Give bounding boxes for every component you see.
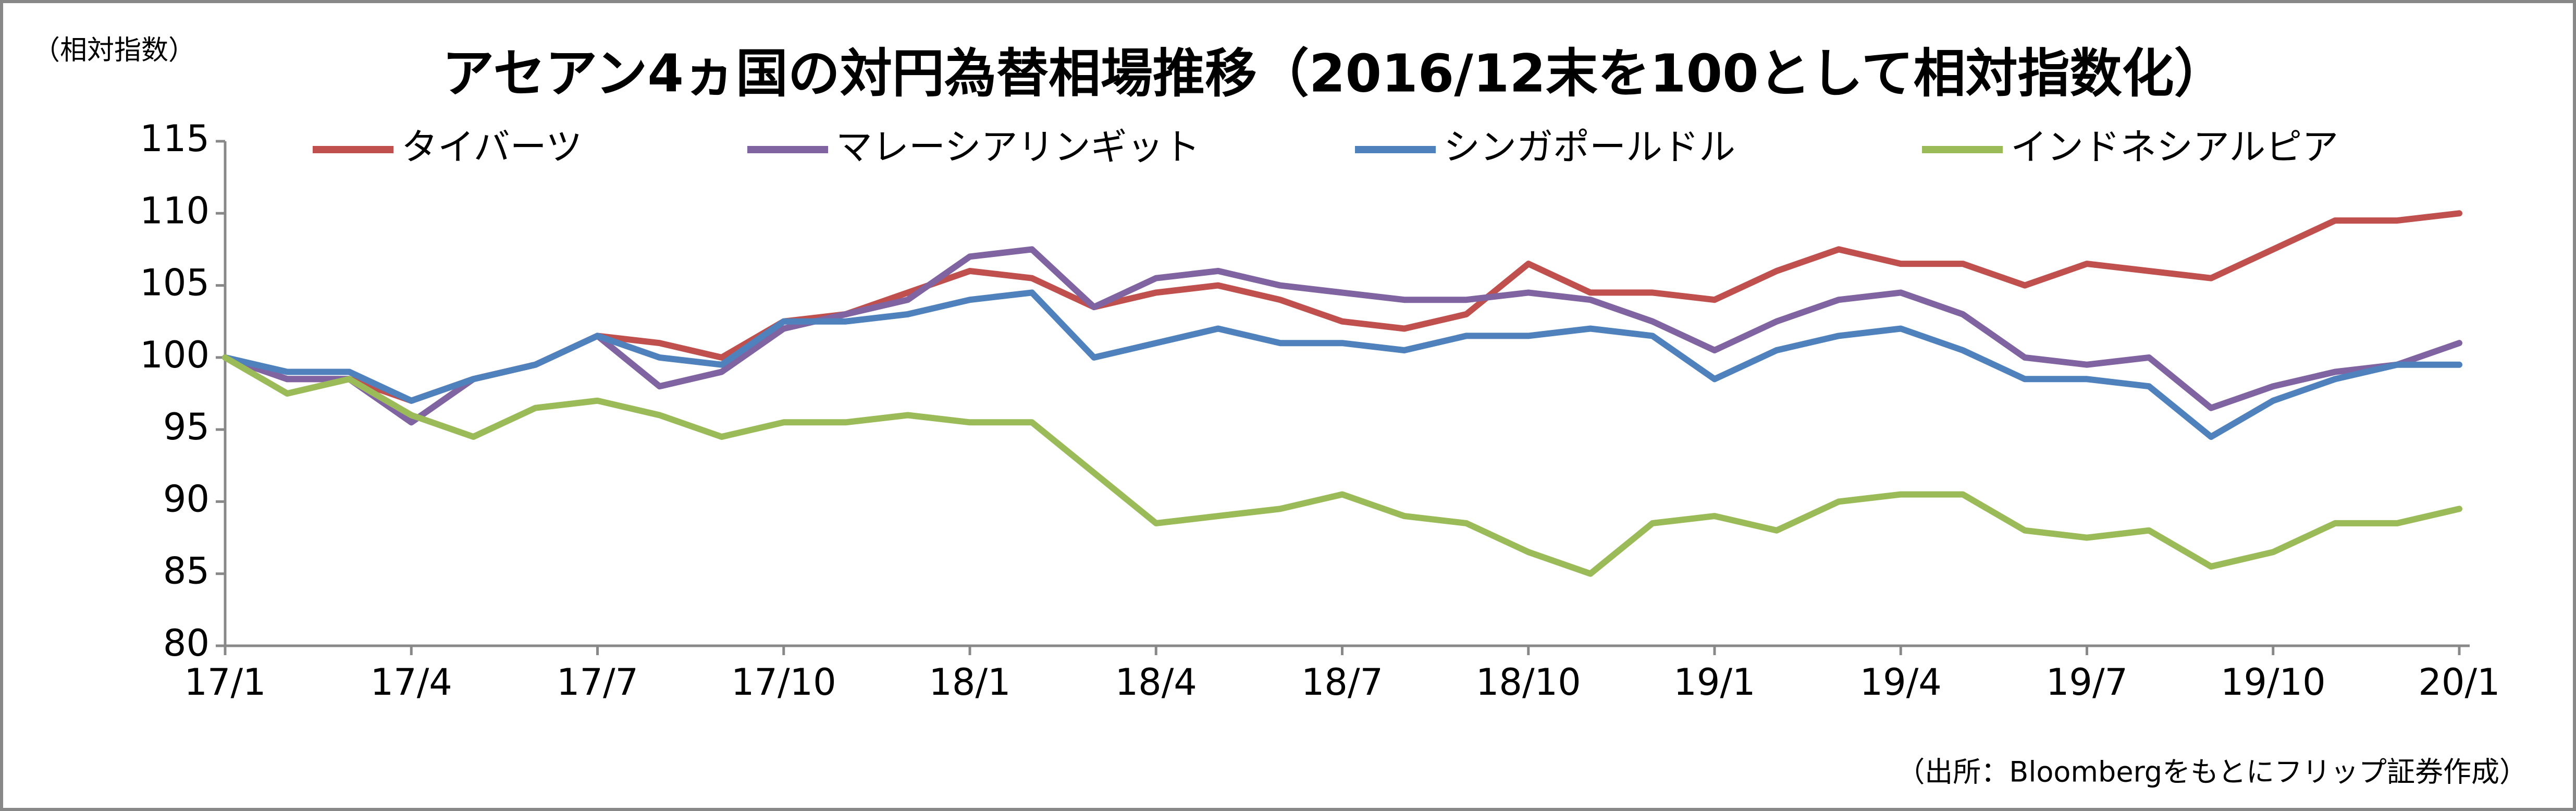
y-tick-label: 95 xyxy=(163,405,209,448)
chart-title: アセアン4ヵ国の対円為替相場推移（2016/12末を100として相対指数化） xyxy=(442,43,2226,104)
series-line xyxy=(222,289,2462,440)
y-axis-label: （相対指数） xyxy=(33,35,195,66)
y-tick-label: 85 xyxy=(163,550,209,593)
y-tick-label: 80 xyxy=(163,622,209,665)
y-tick-label: 100 xyxy=(140,334,209,376)
legend-label: マレーシアリンギット xyxy=(836,126,1200,168)
series-line xyxy=(222,354,2462,577)
x-tick-label: 18/4 xyxy=(1115,661,1197,704)
x-tick-label: 18/10 xyxy=(1476,661,1581,704)
x-tick-label: 19/7 xyxy=(2046,661,2128,704)
legend-label: インドネシアルピア xyxy=(2011,126,2338,168)
y-tick-label: 105 xyxy=(140,262,209,304)
x-tick-label: 18/7 xyxy=(1301,661,1383,704)
source-note: （出所：Bloombergをもとにフリップ証券作成） xyxy=(1896,756,2528,789)
y-tick-label: 90 xyxy=(163,477,209,520)
y-tick-label: 115 xyxy=(140,117,209,160)
legend-label: タイバーツ xyxy=(401,126,582,168)
y-tick-label: 110 xyxy=(140,189,209,232)
x-tick-label: 19/4 xyxy=(1860,661,1942,704)
x-tick-label: 17/10 xyxy=(731,661,836,704)
x-tick-label: 17/4 xyxy=(371,661,452,704)
x-tick-label: 17/7 xyxy=(557,661,638,704)
x-tick-label: 19/1 xyxy=(1673,661,1755,704)
x-tick-label: 17/1 xyxy=(184,661,266,704)
x-tick-label: 18/1 xyxy=(929,661,1010,704)
legend-label: シンガポールドル xyxy=(1444,126,1735,168)
x-tick-label: 20/1 xyxy=(2418,661,2500,704)
x-tick-label: 19/10 xyxy=(2221,661,2326,704)
